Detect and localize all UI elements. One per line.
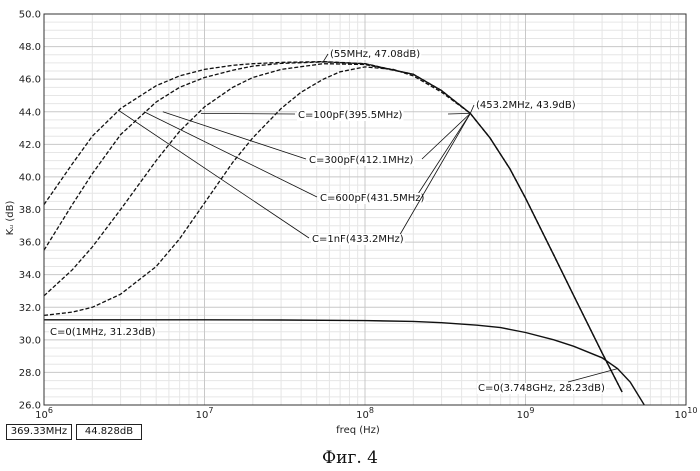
annotation-label: C=0(1MHz, 31.23dB) bbox=[50, 327, 156, 338]
y-tick-label: 42.0 bbox=[19, 140, 41, 151]
y-tick-label: 44.0 bbox=[19, 107, 41, 118]
y-tick-label: 32.0 bbox=[19, 303, 41, 314]
figure-caption: Фиг. 4 bbox=[0, 448, 700, 468]
cursor-gain-readout: 44.828dB bbox=[76, 424, 142, 440]
annotation-label: C=0(3.748GHz, 28.23dB) bbox=[478, 383, 605, 394]
annotation-label: C=300pF(412.1MHz) bbox=[309, 155, 413, 166]
cursor-frequency-readout: 369.33MHz bbox=[6, 424, 72, 440]
annotation-label: C=1nF(433.2MHz) bbox=[312, 234, 404, 245]
annotation-label: C=600pF(431.5MHz) bbox=[320, 193, 424, 204]
annotation-label: (453.2MHz, 43.9dB) bbox=[476, 100, 576, 111]
y-tick-label: 36.0 bbox=[19, 238, 41, 249]
y-tick-label: 38.0 bbox=[19, 205, 41, 216]
y-tick-label: 48.0 bbox=[19, 42, 41, 53]
y-tick-label: 40.0 bbox=[19, 172, 41, 183]
x-axis-title: freq (Hz) bbox=[336, 425, 380, 436]
annotation-label: (55MHz, 47.08dB) bbox=[330, 49, 420, 60]
y-axis-title: Kᵤ (dB) bbox=[5, 201, 16, 236]
y-tick-label: 46.0 bbox=[19, 75, 41, 86]
y-tick-label: 34.0 bbox=[19, 270, 41, 281]
annotation-label: C=100pF(395.5MHz) bbox=[298, 110, 402, 121]
y-tick-label: 30.0 bbox=[19, 335, 41, 346]
y-tick-label: 28.0 bbox=[19, 368, 41, 379]
y-tick-label: 50.0 bbox=[19, 10, 41, 21]
